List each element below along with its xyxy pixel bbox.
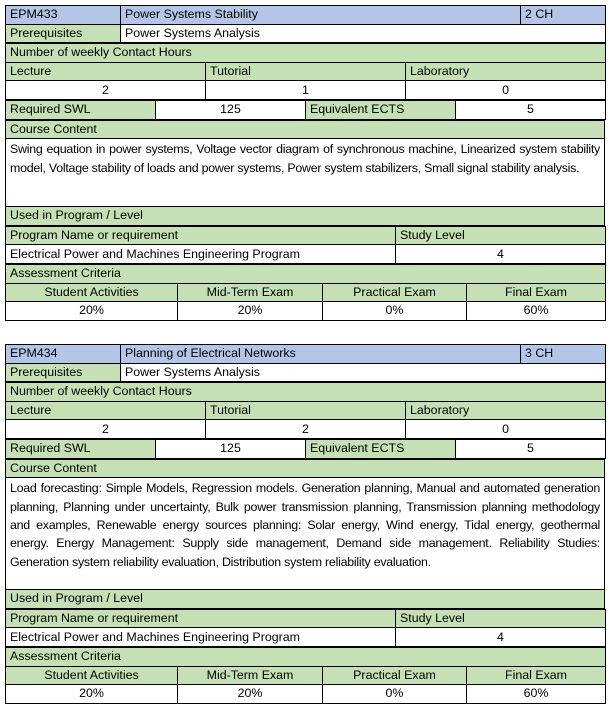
content-label: Course Content bbox=[5, 458, 605, 479]
course-content-text: Load forecasting: Simple Models, Regress… bbox=[5, 477, 605, 591]
lecture-hours: 2 bbox=[5, 80, 206, 100]
ects-label: Equivalent ECTS bbox=[305, 438, 456, 459]
program-table: Program Name or requirement Study Level … bbox=[5, 608, 606, 647]
content-label: Course Content bbox=[5, 119, 605, 140]
assessment-value: 20% bbox=[5, 301, 178, 321]
ects-label: Equivalent ECTS bbox=[305, 99, 456, 120]
study-level-header: Study Level bbox=[395, 225, 606, 246]
prerequisites-value: Power Systems Analysis bbox=[120, 23, 606, 44]
content-table: Course Content Swing equation in power s… bbox=[5, 119, 605, 226]
assessment-header: Mid-Term Exam bbox=[177, 665, 323, 686]
laboratory-label: Laboratory bbox=[404, 61, 607, 82]
assessment-label: Assessment Criteria bbox=[4, 646, 607, 667]
assessment-table: Assessment Criteria Student Activities M… bbox=[4, 646, 607, 704]
program-header: Program Name or requirement bbox=[5, 608, 396, 629]
program-name: Electrical Power and Machines Engineerin… bbox=[5, 244, 396, 264]
used-in-program-label: Used in Program / Level bbox=[5, 589, 605, 609]
assessment-value: 20% bbox=[177, 301, 323, 321]
assessment-header: Practical Exam bbox=[322, 282, 467, 303]
program-name: Electrical Power and Machines Engineerin… bbox=[5, 627, 396, 647]
course-title: Power Systems Stability bbox=[120, 5, 521, 25]
used-in-program-label: Used in Program / Level bbox=[5, 206, 605, 226]
lecture-label: Lecture bbox=[5, 61, 206, 82]
content-table: Course Content Load forecasting: Simple … bbox=[5, 458, 605, 609]
swl-label: Required SWL bbox=[5, 99, 156, 120]
contact-hours-table: Number of weekly Contact Hours Lecture T… bbox=[4, 382, 607, 439]
assessment-header: Final Exam bbox=[465, 282, 607, 303]
assessment-table: Assessment Criteria Student Activities M… bbox=[4, 263, 607, 321]
prerequisites-label: Prerequisites bbox=[5, 362, 121, 383]
swl-value: 125 bbox=[155, 438, 306, 459]
ects-value: 5 bbox=[455, 438, 606, 459]
course-content-text: Swing equation in power systems, Voltage… bbox=[5, 138, 605, 208]
study-level: 4 bbox=[395, 244, 606, 264]
swl-value: 125 bbox=[155, 99, 306, 120]
tutorial-label: Tutorial bbox=[205, 400, 406, 421]
assessment-header: Final Exam bbox=[465, 665, 607, 686]
contact-hours-label: Number of weekly Contact Hours bbox=[4, 382, 607, 402]
contact-hours-table: Number of weekly Contact Hours Lecture T… bbox=[4, 43, 607, 100]
assessment-value: 20% bbox=[5, 684, 178, 704]
assessment-label: Assessment Criteria bbox=[4, 263, 607, 284]
course-card-epm434: EPM434 Planning of Electrical Networks 3… bbox=[4, 344, 607, 704]
contact-hours-label: Number of weekly Contact Hours bbox=[4, 43, 607, 63]
course-header-table: EPM433 Power Systems Stability 2 CH Prer… bbox=[5, 5, 606, 44]
lecture-hours: 2 bbox=[5, 419, 206, 439]
course-card-epm433: EPM433 Power Systems Stability 2 CH Prer… bbox=[4, 5, 607, 321]
lecture-label: Lecture bbox=[5, 400, 206, 421]
credit-hours: 2 CH bbox=[520, 5, 606, 25]
course-code: EPM433 bbox=[5, 5, 121, 25]
assessment-header: Practical Exam bbox=[322, 665, 467, 686]
assessment-value: 60% bbox=[465, 301, 607, 321]
tutorial-hours: 1 bbox=[205, 80, 406, 100]
program-header: Program Name or requirement bbox=[5, 225, 396, 246]
course-title-row: EPM434 Planning of Electrical Networks 3… bbox=[5, 344, 606, 364]
credit-hours: 3 CH bbox=[520, 344, 606, 364]
program-table: Program Name or requirement Study Level … bbox=[5, 225, 606, 264]
prerequisites-row: Prerequisites Power Systems Analysis bbox=[5, 362, 606, 383]
assessment-header: Student Activities bbox=[5, 665, 178, 686]
assessment-value: 20% bbox=[177, 684, 323, 704]
course-title: Planning of Electrical Networks bbox=[120, 344, 521, 364]
tutorial-hours: 2 bbox=[205, 419, 406, 439]
study-level: 4 bbox=[395, 627, 606, 647]
laboratory-hours: 0 bbox=[404, 80, 607, 100]
ects-value: 5 bbox=[455, 99, 606, 120]
assessment-value: 0% bbox=[322, 301, 467, 321]
tutorial-label: Tutorial bbox=[205, 61, 406, 82]
assessment-header: Mid-Term Exam bbox=[177, 282, 323, 303]
prerequisites-row: Prerequisites Power Systems Analysis bbox=[5, 23, 606, 44]
laboratory-label: Laboratory bbox=[404, 400, 607, 421]
assessment-value: 60% bbox=[465, 684, 607, 704]
laboratory-hours: 0 bbox=[404, 419, 607, 439]
study-level-header: Study Level bbox=[395, 608, 606, 629]
prerequisites-label: Prerequisites bbox=[5, 23, 121, 44]
course-header-table: EPM434 Planning of Electrical Networks 3… bbox=[5, 344, 606, 383]
prerequisites-value: Power Systems Analysis bbox=[120, 362, 606, 383]
course-code: EPM434 bbox=[5, 344, 121, 364]
workload-table: Required SWL 125 Equivalent ECTS 5 bbox=[5, 99, 606, 120]
course-title-row: EPM433 Power Systems Stability 2 CH bbox=[5, 5, 606, 25]
workload-table: Required SWL 125 Equivalent ECTS 5 bbox=[5, 438, 606, 459]
swl-label: Required SWL bbox=[5, 438, 156, 459]
assessment-header: Student Activities bbox=[5, 282, 178, 303]
assessment-value: 0% bbox=[322, 684, 467, 704]
